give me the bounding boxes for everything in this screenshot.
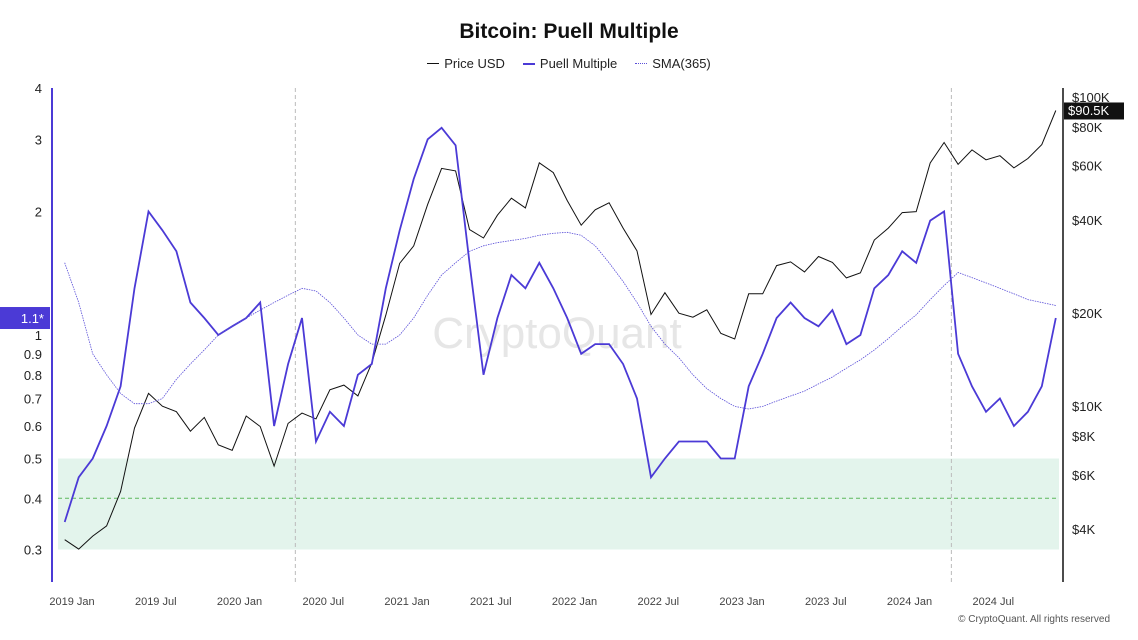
legend-item-puell[interactable]: Puell Multiple (522, 56, 618, 71)
right-tick-label: $4K (1072, 522, 1095, 537)
legend-label: Price USD (444, 56, 505, 71)
left-tick-label: 0.9 (24, 347, 42, 362)
left-tick-label: 3 (35, 132, 42, 147)
x-tick-label: 2023 Jan (719, 596, 764, 608)
legend-label: SMA(365) (652, 56, 711, 71)
right-tick-label: $60K (1072, 159, 1103, 174)
right-tick-label: $20K (1072, 306, 1103, 321)
left-tick-label: 0.3 (24, 543, 42, 558)
x-tick-label: 2024 Jan (887, 596, 932, 608)
right-tick-label: $8K (1072, 429, 1095, 444)
x-tick-label: 2023 Jul (805, 596, 847, 608)
x-tick-label: 2020 Jul (302, 596, 344, 608)
left-tick-label: 0.6 (24, 419, 42, 434)
x-tick-label: 2024 Jul (972, 596, 1014, 608)
legend-item-sma[interactable]: SMA(365) (635, 56, 711, 71)
low-band (58, 458, 1059, 550)
copyright-footer: © CryptoQuant. All rights reserved (958, 614, 1110, 625)
right-tick-label: $40K (1072, 213, 1103, 228)
legend-label: Puell Multiple (539, 56, 618, 71)
x-tick-label: 2021 Jan (384, 596, 429, 608)
right-tick-label: $80K (1072, 120, 1103, 135)
left-tick-label: 0.5 (24, 452, 42, 467)
left-tick-label: 1 (35, 328, 42, 343)
left-tick-label: 2 (35, 205, 42, 220)
right-tick-label: $10K (1072, 399, 1103, 414)
x-tick-label: 2019 Jul (135, 596, 177, 608)
x-tick-label: 2020 Jan (217, 596, 262, 608)
right-tick-label: $6K (1072, 468, 1095, 483)
x-tick-label: 2019 Jan (49, 596, 94, 608)
watermark: CryptoQuant (432, 309, 681, 358)
sma-line (64, 231, 1056, 410)
puell-current-label: 1.1* (21, 311, 44, 326)
legend-swatch-price (427, 63, 440, 64)
legend: Price USD Puell Multiple SMA(365) (0, 56, 1138, 71)
chart-title: Bitcoin: Puell Multiple (459, 20, 679, 43)
price-current-label: $90.5K (1068, 103, 1110, 118)
price-current-badge (1064, 102, 1124, 120)
left-tick-label: 0.4 (24, 491, 42, 506)
puell-current-badge (0, 307, 50, 330)
legend-swatch-sma (635, 63, 648, 64)
left-tick-label: 0.8 (24, 368, 42, 383)
legend-swatch-puell (522, 62, 535, 65)
x-tick-label: 2022 Jan (552, 596, 597, 608)
left-tick-label: 4 (35, 81, 42, 96)
left-tick-label: 0.7 (24, 392, 42, 407)
x-tick-label: 2021 Jul (470, 596, 512, 608)
right-tick-label: $100K (1072, 90, 1110, 105)
legend-item-price[interactable]: Price USD (427, 56, 505, 71)
x-tick-label: 2022 Jul (637, 596, 679, 608)
price-line (64, 110, 1057, 550)
